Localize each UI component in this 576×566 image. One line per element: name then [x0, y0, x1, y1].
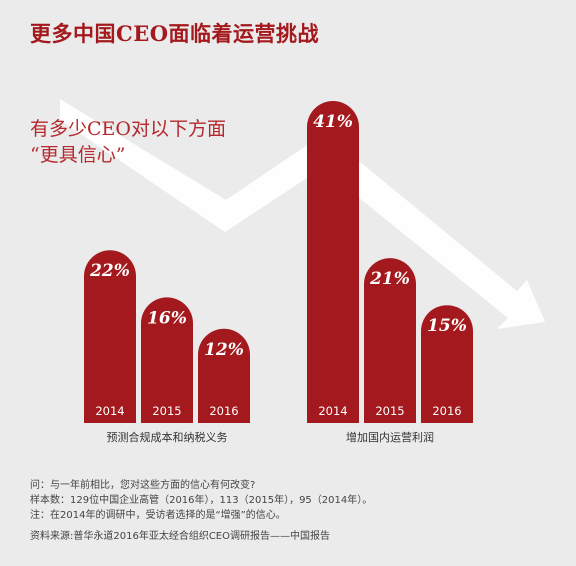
bar: [307, 101, 359, 423]
subtitle-line-2: “更具信心”: [30, 144, 126, 166]
footnotes: 问：与一年前相比，您对这些方面的信心有何改变? 样本数：129位中国企业高管（2…: [30, 478, 372, 544]
footnote-question: 问：与一年前相比，您对这些方面的信心有何改变?: [30, 480, 256, 491]
year-label: 2015: [152, 404, 181, 418]
group-label: 预测合规成本和纳税义务: [107, 430, 228, 444]
bar-value-label: 22%: [89, 261, 130, 281]
footnote-note: 注：在2014年的调研中，受访者选择的是“增强”的信心。: [30, 510, 286, 521]
year-label: 2014: [95, 404, 124, 418]
bar-value-label: 12%: [204, 340, 244, 360]
bar: [141, 297, 193, 423]
year-label: 2016: [209, 404, 238, 418]
year-label: 2014: [318, 404, 347, 418]
bar: [198, 328, 250, 423]
bar-value-label: 41%: [313, 112, 353, 132]
year-label: 2015: [375, 404, 404, 418]
footnote-sample: 样本数：129位中国企业高管（2016年），113（2015年），95（2014…: [30, 495, 373, 506]
bar: [84, 250, 136, 423]
bar: [364, 258, 416, 423]
bar-value-label: 16%: [147, 308, 187, 328]
subtitle-line-1: 有多少CEO对以下方面: [30, 118, 226, 140]
footnote-source: 资料来源:普华永道2016年亚太经合组织CEO调研报告——中国报告: [30, 531, 330, 542]
bar-value-label: 15%: [427, 316, 467, 336]
page-title: 更多中国CEO面临着运营挑战: [30, 21, 320, 46]
group-label: 增加国内运营利润: [346, 430, 434, 444]
decline-arrow: [60, 99, 545, 329]
bar: [421, 305, 473, 423]
chart-subtitle: 有多少CEO对以下方面 “更具信心”: [30, 116, 226, 168]
bar-value-label: 21%: [369, 269, 410, 289]
year-label: 2016: [432, 404, 461, 418]
